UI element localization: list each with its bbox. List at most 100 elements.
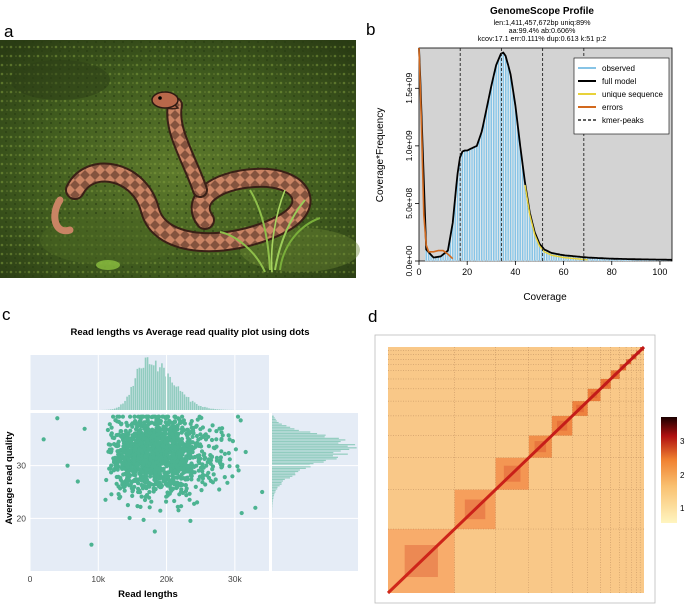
scatter-dot xyxy=(150,414,155,419)
scatter-dot xyxy=(166,460,171,465)
scatter-dot xyxy=(138,420,143,425)
scatter-dot xyxy=(136,462,141,467)
scatter-dot xyxy=(181,466,186,471)
scatter-dot xyxy=(200,480,205,485)
scatter-dot xyxy=(186,430,191,435)
scatter-dot xyxy=(163,427,168,433)
scatter-dot xyxy=(164,427,169,432)
scatter-dot xyxy=(196,443,202,448)
scatter-dot xyxy=(152,441,157,446)
scatter-dot xyxy=(157,464,162,469)
scatter-dot xyxy=(147,466,152,471)
scatter-dot xyxy=(134,477,139,482)
scatter-dot xyxy=(148,459,153,465)
scatter-dot xyxy=(114,443,119,448)
top-hist-bar xyxy=(169,376,171,410)
observed-bar xyxy=(538,243,541,262)
scatter-dot xyxy=(185,469,190,474)
scatter-dot xyxy=(146,433,152,438)
scatter-dot xyxy=(146,483,152,488)
observed-bar xyxy=(507,65,510,262)
scatter-dot xyxy=(176,460,181,465)
scatter-dot xyxy=(148,470,153,475)
scatter-dot xyxy=(158,419,163,424)
top-hist-bar xyxy=(206,407,208,410)
scatter-dot xyxy=(198,442,203,447)
scatter-dot xyxy=(151,450,157,455)
scatter-dot xyxy=(162,439,168,445)
scatter-dot xyxy=(150,433,155,438)
scatter-dot xyxy=(136,446,141,451)
scatter-dot xyxy=(126,431,131,436)
scatter-dot xyxy=(154,482,159,487)
scatter-dot xyxy=(147,484,152,489)
scatter-dot xyxy=(132,414,137,419)
scatter-dot xyxy=(131,453,136,458)
scatter-dot xyxy=(139,422,144,428)
scatter-dot xyxy=(126,449,131,454)
scatter-dot xyxy=(144,461,149,466)
scatter-dot xyxy=(146,464,151,469)
scatter-dot xyxy=(146,452,151,458)
scatter-dot xyxy=(113,455,118,460)
scatter-dot xyxy=(148,455,153,460)
scatter-dot xyxy=(149,452,154,457)
scatter-dot xyxy=(137,439,142,444)
scatter-dot xyxy=(173,437,178,442)
scatter-dot xyxy=(172,414,177,419)
scatter-dot xyxy=(140,451,145,456)
scatter-dot xyxy=(132,446,137,451)
scatter-dot xyxy=(159,484,164,489)
scatter-dot xyxy=(125,443,131,448)
scatter-dot xyxy=(191,446,196,451)
scatter-dot xyxy=(130,421,135,426)
hic-block-core xyxy=(464,499,486,520)
scatter-dot xyxy=(144,449,149,455)
scatter-dot xyxy=(196,459,201,464)
scatter-dot xyxy=(122,481,127,486)
scatter-dot xyxy=(134,443,140,448)
scatter-dot xyxy=(171,441,176,446)
scatter-dot xyxy=(174,463,179,469)
right-hist-bar xyxy=(272,459,326,462)
readplot-xtick: 0 xyxy=(28,574,33,584)
scatter-dot xyxy=(168,463,173,468)
scatter-dot xyxy=(112,467,117,472)
scatter-dot xyxy=(130,488,136,493)
scatter-dot xyxy=(204,463,209,468)
scatter-dot xyxy=(193,441,198,446)
scatter-dot xyxy=(157,465,162,470)
scatter-dot xyxy=(142,455,148,460)
scatter-dot xyxy=(180,482,185,487)
scatter-dot xyxy=(137,433,142,438)
observed-bar xyxy=(511,89,515,262)
genomescope-xtick: 40 xyxy=(510,267,520,277)
scatter-dot xyxy=(136,489,141,495)
scatter-dot xyxy=(145,456,150,461)
scatter-dot xyxy=(227,457,232,462)
scatter-dot xyxy=(166,448,171,453)
scatter-dot xyxy=(172,426,177,431)
colorbar-tick-2: 2 xyxy=(680,471,685,480)
scatter-dot xyxy=(147,430,152,435)
scatter-dot xyxy=(162,470,167,475)
scatter-dot xyxy=(139,423,144,428)
scatter-dot xyxy=(121,450,126,455)
right-hist-bar xyxy=(272,440,341,443)
scatter-dot xyxy=(156,466,161,471)
scatter-dot xyxy=(134,456,139,461)
scatter-dot xyxy=(153,455,158,460)
scatter-dot xyxy=(181,428,186,433)
scatter-dot xyxy=(152,437,158,442)
scatter-dot xyxy=(161,460,167,465)
scatter-dot xyxy=(185,463,190,468)
scatter-dot xyxy=(142,465,147,470)
hic-chromosome-block xyxy=(619,364,627,371)
scatter-dot xyxy=(134,458,140,464)
scatter-dot xyxy=(210,423,215,428)
scatter-dot xyxy=(169,430,174,435)
scatter-dot xyxy=(219,464,225,469)
scatter-dot xyxy=(180,490,185,495)
scatter-dot xyxy=(165,438,170,443)
